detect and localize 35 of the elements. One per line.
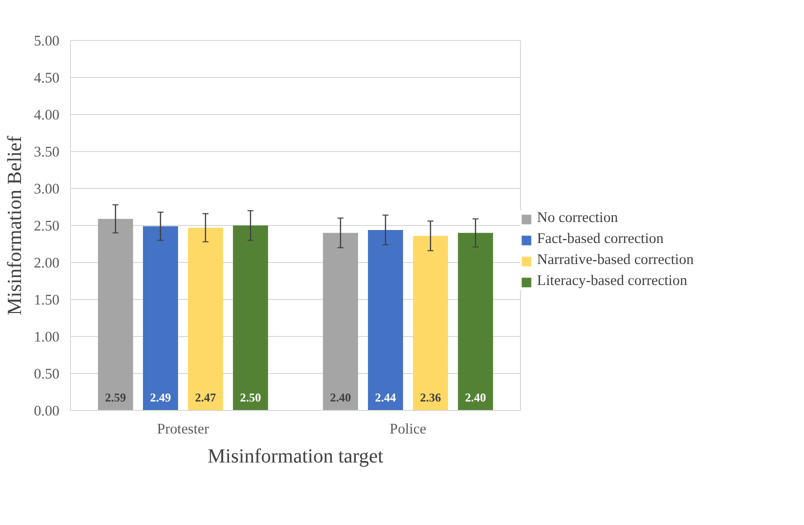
legend-label: No correction (537, 210, 618, 227)
data-label: 2.40 (330, 390, 351, 405)
y-tick-label: 1.00 (34, 330, 60, 346)
y-tick-label: 4.50 (34, 70, 60, 86)
y-tick-label: 1.50 (34, 292, 60, 308)
y-axis-title: Misinformation Belief (4, 135, 26, 316)
legend-label: Narrative-based correction (537, 252, 694, 269)
bar (232, 226, 268, 410)
y-tick-label: 3.00 (34, 182, 60, 198)
data-label: 2.50 (240, 390, 261, 405)
legend-label: Fact-based correction (537, 231, 664, 248)
y-tick-label: 0.00 (34, 404, 60, 420)
data-label: 2.36 (420, 390, 441, 405)
y-tick-label: 0.50 (34, 366, 60, 382)
y-tick-label: 4.00 (34, 108, 60, 124)
bar (98, 218, 134, 410)
y-tick-label: 5.00 (34, 34, 60, 50)
legend-label: Literacy-based correction (537, 273, 688, 290)
y-tick-label: 2.00 (34, 256, 60, 272)
bar (412, 236, 448, 410)
x-tick-label: Protester (156, 422, 210, 438)
bar (322, 232, 358, 410)
x-tick-label: Police (390, 422, 426, 438)
data-label: 2.47 (195, 390, 216, 405)
bar (142, 226, 178, 410)
data-label: 2.59 (105, 390, 126, 405)
bar (368, 230, 404, 410)
data-label: 2.44 (375, 390, 396, 405)
data-label: 2.40 (465, 390, 486, 405)
bar (458, 232, 494, 410)
x-axis-title: Misinformation target (208, 446, 384, 468)
data-label: 2.49 (150, 390, 171, 405)
y-tick-label: 2.50 (34, 218, 60, 234)
y-tick-label: 3.50 (34, 144, 60, 160)
bar (188, 228, 224, 410)
